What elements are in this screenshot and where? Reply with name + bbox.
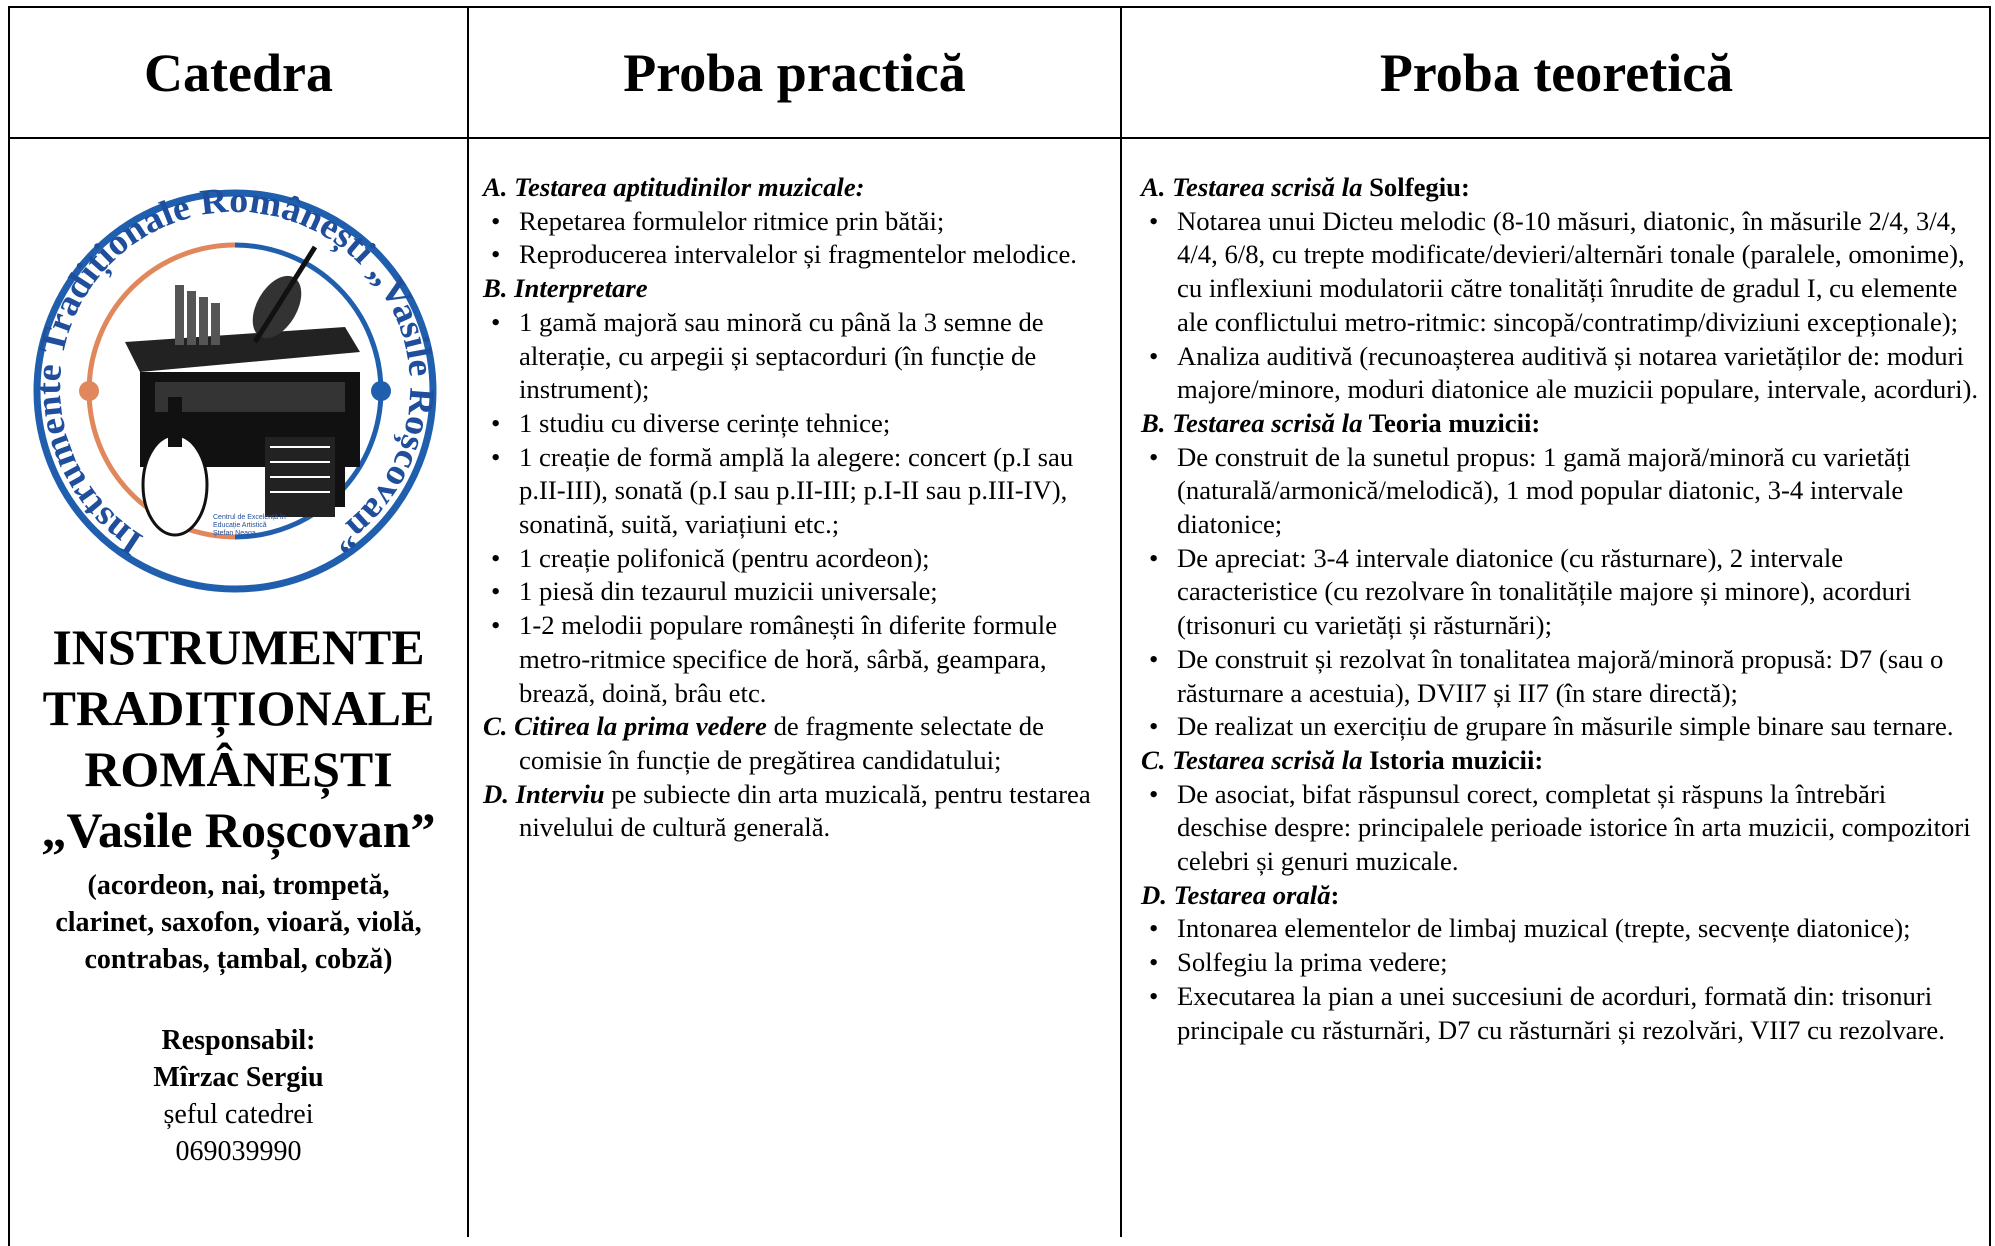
logo-instruments xyxy=(124,245,360,537)
section-subject: Istoria muzicii: xyxy=(1362,744,1544,775)
department-title-line: INSTRUMENTE xyxy=(52,619,425,675)
responsible-label: Responsabil: xyxy=(161,1025,316,1056)
section-title: B. Interpretare xyxy=(483,273,648,304)
section-heading: B. Interpretare xyxy=(483,272,1110,306)
bullet-list: 1 gamă majoră sau minoră cu până la 3 se… xyxy=(483,306,1110,710)
section-subject: Solfegiu: xyxy=(1362,172,1470,202)
header-cell: Proba practică xyxy=(623,42,966,103)
instruments-line: contrabas, țambal, cobză) xyxy=(84,944,393,975)
logo-caption: Centrul de Excelență în Educație Artistic… xyxy=(213,514,286,537)
bullet-item: 1 creație polifonică (pentru acordeon); xyxy=(483,542,1110,576)
bullet-item: Analiza auditivă (recunoașterea auditivă… xyxy=(1141,340,1981,407)
teoretica-cell: A. Testarea scrisă la Solfegiu:Notarea u… xyxy=(1122,139,1991,1237)
table-frame xyxy=(8,6,1991,1246)
section-heading: A. Testarea aptitudinilor muzicale: xyxy=(483,171,1110,205)
section-heading: B. Testarea scrisă la Teoria muzicii: xyxy=(1141,407,1981,441)
section-title: C. Citirea la prima vedere xyxy=(483,711,767,742)
bullet-item: Repetarea formulelor ritmice prin bătăi; xyxy=(483,205,1110,239)
department-title-line: TRADIȚIONALE xyxy=(42,680,435,736)
bullet-item: Solfegiu la prima vedere; xyxy=(1141,946,1981,980)
instruments-line: clarinet, saxofon, vioară, violă, xyxy=(55,907,422,938)
bullet-item: De construit și rezolvat în tonalitatea … xyxy=(1141,643,1981,710)
logo-caption-line: Educație Artistică xyxy=(213,522,267,529)
section-heading: A. Testarea scrisă la Solfegiu: xyxy=(1141,171,1981,205)
section-title: A. Testarea scrisă la xyxy=(1141,172,1363,202)
logo-dot xyxy=(370,381,391,401)
bullet-item: Intonarea elementelor de limbaj muzical … xyxy=(1141,912,1981,946)
bullet-list: De construit de la sunetul propus: 1 gam… xyxy=(1141,441,1981,744)
logo-dot xyxy=(78,381,99,401)
bullet-item: 1 creație de formă amplă la alegere: con… xyxy=(483,441,1110,542)
section-heading: D. Testarea orală: xyxy=(1141,879,1981,913)
logo-caption-line: Ștefan Neaga xyxy=(213,530,256,537)
bullet-list: De asociat, bifat răspunsul corect, comp… xyxy=(1141,778,1981,879)
bullet-item: De apreciat: 3-4 intervale diatonice (cu… xyxy=(1141,542,1981,643)
section-title: B. Testarea scrisă la xyxy=(1141,407,1363,438)
section-heading: C. Citirea la prima vedere de fragmente … xyxy=(483,710,1110,777)
bullet-item: Reproducerea intervalelor și fragmentelo… xyxy=(483,238,1110,272)
bullet-item: Executarea la pian a unei succesiuni de … xyxy=(1141,980,1981,1047)
bullet-item: 1 gamă majoră sau minoră cu până la 3 se… xyxy=(483,306,1110,407)
responsible-phone: 069039990 xyxy=(175,1136,302,1167)
catedra-cell: Instrumente Tradiționale Românești „Vasi… xyxy=(10,139,467,1237)
section-title: C. Testarea scrisă la xyxy=(1141,744,1363,775)
instruments-line: (acordeon, nai, trompetă, xyxy=(87,870,390,901)
bullet-item: 1 piesă din tezaurul muzicii universale; xyxy=(483,575,1110,609)
logo-ring xyxy=(33,189,436,593)
section-heading: D. Interviu pe subiecte din arta muzical… xyxy=(483,778,1110,845)
logo: Instrumente Tradiționale Românești „Vasi… xyxy=(28,180,442,593)
section-title: D. Testarea orală xyxy=(1141,879,1331,910)
section-note: pe subiecte din arta muzicală, pentru te… xyxy=(519,778,1091,843)
section-title: A. Testarea aptitudinilor muzicale: xyxy=(483,172,865,202)
header-cell: Catedra xyxy=(144,42,333,103)
bullet-item: De construit de la sunetul propus: 1 gam… xyxy=(1141,441,1981,542)
column-divider xyxy=(1120,6,1122,1237)
bullet-item: 1 studiu cu diverse cerințe tehnice; xyxy=(483,407,1110,441)
section-note: de fragmente selectate de comisie în fun… xyxy=(519,711,1044,775)
bullet-item: Notarea unui Dicteu melodic (8-10 măsuri… xyxy=(1141,205,1981,340)
header-cell: Proba teoretică xyxy=(1379,42,1734,103)
logo-caption-line: Centrul de Excelență în xyxy=(213,514,286,521)
header-divider xyxy=(8,137,1991,139)
section-subject: : xyxy=(1330,879,1340,910)
department-title-line: ROMÂNEȘTI xyxy=(84,741,393,797)
responsible-name: Mîrzac Sergiu xyxy=(153,1062,324,1093)
section-subject: Teoria muzicii: xyxy=(1362,407,1541,438)
section-title: D. Interviu xyxy=(483,778,605,809)
bullet-item: 1-2 melodii populare românești în diferi… xyxy=(483,609,1110,710)
bullet-list: Intonarea elementelor de limbaj muzical … xyxy=(1141,912,1981,1047)
responsible-role: șeful catedrei xyxy=(163,1099,314,1130)
bullet-item: De realizat un exercițiu de grupare în m… xyxy=(1141,710,1981,744)
section-heading: C. Testarea scrisă la Istoria muzicii: xyxy=(1141,744,1981,778)
bullet-list: Repetarea formulelor ritmice prin bătăi;… xyxy=(483,205,1110,272)
bullet-list: Notarea unui Dicteu melodic (8-10 măsuri… xyxy=(1141,205,1981,407)
practica-cell: A. Testarea aptitudinilor muzicale:Repet… xyxy=(469,139,1120,1237)
bullet-item: De asociat, bifat răspunsul corect, comp… xyxy=(1141,778,1981,879)
department-title-line: „Vasile Roșcovan” xyxy=(41,802,436,858)
column-divider xyxy=(467,6,469,1237)
